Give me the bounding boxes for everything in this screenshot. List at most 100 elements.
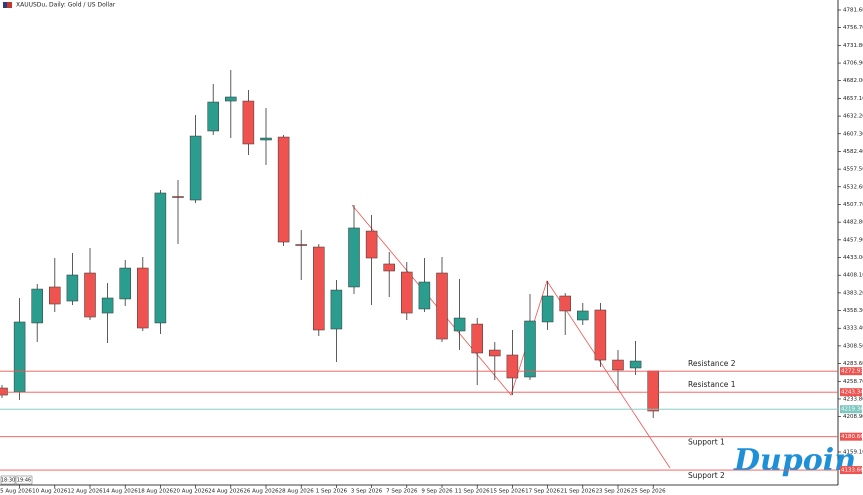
candle-body bbox=[172, 196, 184, 198]
y-tick-label: 4557.50 bbox=[843, 167, 863, 173]
y-tick-label: 4233.80 bbox=[843, 396, 863, 402]
x-tick-label: 25 Sep 2026 bbox=[631, 489, 666, 495]
candle-body bbox=[119, 267, 131, 300]
y-tick-label: 4532.60 bbox=[843, 184, 863, 190]
candle-body bbox=[277, 136, 290, 243]
y-tick-label: 4457.90 bbox=[843, 237, 863, 243]
time-box bbox=[15, 475, 33, 485]
y-tick-label: 4383.20 bbox=[843, 290, 863, 296]
level-price-label: 4272.93 bbox=[841, 369, 863, 375]
level-name: Support 1 bbox=[688, 438, 725, 447]
level-price-box bbox=[840, 405, 862, 414]
candle-body bbox=[13, 321, 26, 393]
candle-body bbox=[541, 295, 554, 323]
x-tick-label: 5 Aug 2026 bbox=[0, 489, 32, 495]
y-tick-label: 4507.70 bbox=[843, 202, 863, 208]
x-tick-label: 21 Sep 2026 bbox=[560, 489, 595, 495]
y-tick-label: 4482.80 bbox=[843, 220, 863, 226]
level-price-box bbox=[840, 388, 862, 397]
x-tick-label: 15 Sep 2026 bbox=[490, 489, 525, 495]
y-tick-label: 4781.60 bbox=[843, 8, 863, 14]
y-tick-label: 4607.30 bbox=[843, 131, 863, 137]
candle-body bbox=[348, 227, 360, 288]
candle-body bbox=[612, 359, 624, 371]
candle-body bbox=[559, 295, 571, 312]
y-tick-label: 4582.40 bbox=[843, 149, 863, 155]
y-tick-label: 4159.10 bbox=[843, 449, 863, 455]
candle-body bbox=[189, 135, 202, 201]
x-tick-label: 28 Aug 2026 bbox=[279, 489, 315, 495]
y-tick-label: 4333.40 bbox=[843, 326, 863, 332]
y-tick-label: 4731.80 bbox=[843, 43, 863, 49]
candle-body bbox=[84, 272, 96, 318]
y-tick-label: 4657.10 bbox=[843, 96, 863, 102]
y-tick-label: 4433.00 bbox=[843, 255, 863, 261]
candle-body bbox=[31, 288, 43, 324]
logo: Dupoin bbox=[733, 443, 856, 478]
candle-body bbox=[313, 246, 325, 331]
candle-body bbox=[489, 349, 501, 357]
level-name: Resistance 2 bbox=[688, 359, 736, 368]
time-label: 19:46 bbox=[17, 478, 31, 484]
y-tick-label: 4756.70 bbox=[843, 25, 863, 31]
level-price-box bbox=[840, 432, 862, 441]
x-tick-label: 9 Sep 2026 bbox=[421, 489, 453, 495]
level-price-label: 4180.66 bbox=[841, 434, 863, 440]
candle-body bbox=[524, 320, 536, 378]
level-price-box bbox=[840, 367, 862, 376]
level-price-label: 4133.66 bbox=[841, 468, 863, 474]
x-tick-label: 17 Sep 2026 bbox=[525, 489, 560, 495]
x-tick-label: 7 Sep 2026 bbox=[386, 489, 418, 495]
candle-body bbox=[49, 286, 61, 305]
x-tick-label: 26 Aug 2026 bbox=[243, 489, 279, 495]
candle-body bbox=[453, 317, 466, 332]
x-tick-label: 1 Sep 2026 bbox=[316, 489, 348, 495]
candle-body bbox=[365, 230, 378, 259]
level-price-label: 4219.36 bbox=[841, 407, 863, 413]
candle-body bbox=[401, 271, 413, 314]
candle-body bbox=[242, 100, 255, 145]
candle-body bbox=[594, 309, 607, 361]
x-tick-label: 11 Sep 2026 bbox=[455, 489, 490, 495]
time-label: 18:30 bbox=[1, 478, 15, 484]
chart-title: XAUUSDu, Daily: Gold / US Dollar bbox=[16, 2, 116, 9]
candle-body bbox=[506, 354, 519, 379]
y-tick-label: 4682.00 bbox=[843, 78, 863, 84]
candle-body bbox=[436, 272, 448, 340]
candle-body bbox=[260, 137, 272, 141]
candle-body bbox=[137, 267, 149, 329]
candle-body bbox=[101, 297, 114, 314]
candle-body bbox=[330, 289, 343, 330]
y-tick-label: 4632.20 bbox=[843, 114, 863, 120]
candle-body bbox=[577, 310, 589, 321]
candle-body bbox=[207, 101, 219, 132]
x-tick-label: 14 Aug 2026 bbox=[103, 489, 139, 495]
level-name: Support 2 bbox=[688, 471, 725, 480]
time-box bbox=[0, 475, 16, 485]
x-tick-label: 23 Sep 2026 bbox=[596, 489, 631, 495]
y-tick-label: 4208.90 bbox=[843, 414, 863, 420]
candle-body bbox=[629, 360, 642, 369]
y-tick-label: 4408.10 bbox=[843, 273, 863, 279]
x-tick-label: 18 Aug 2026 bbox=[138, 489, 174, 495]
y-tick-label: 4308.50 bbox=[843, 343, 863, 349]
candle-body bbox=[383, 263, 395, 272]
candle-body bbox=[418, 281, 431, 310]
level-name: Resistance 1 bbox=[688, 380, 736, 389]
candle-body bbox=[295, 244, 307, 246]
y-tick-label: 4358.30 bbox=[843, 308, 863, 314]
level-price-label: 4243.34 bbox=[841, 390, 863, 396]
candle-body bbox=[225, 96, 237, 102]
y-tick-label: 4706.90 bbox=[843, 61, 863, 67]
y-tick-label: 4258.70 bbox=[843, 379, 863, 385]
symbol-icon bbox=[3, 2, 12, 8]
candle-body bbox=[647, 370, 659, 412]
x-tick-label: 3 Sep 2026 bbox=[351, 489, 383, 495]
candle-body bbox=[471, 323, 483, 354]
x-tick-label: 20 Aug 2026 bbox=[173, 489, 209, 495]
candle-body bbox=[66, 274, 79, 302]
y-tick-label: 4283.60 bbox=[843, 361, 863, 367]
